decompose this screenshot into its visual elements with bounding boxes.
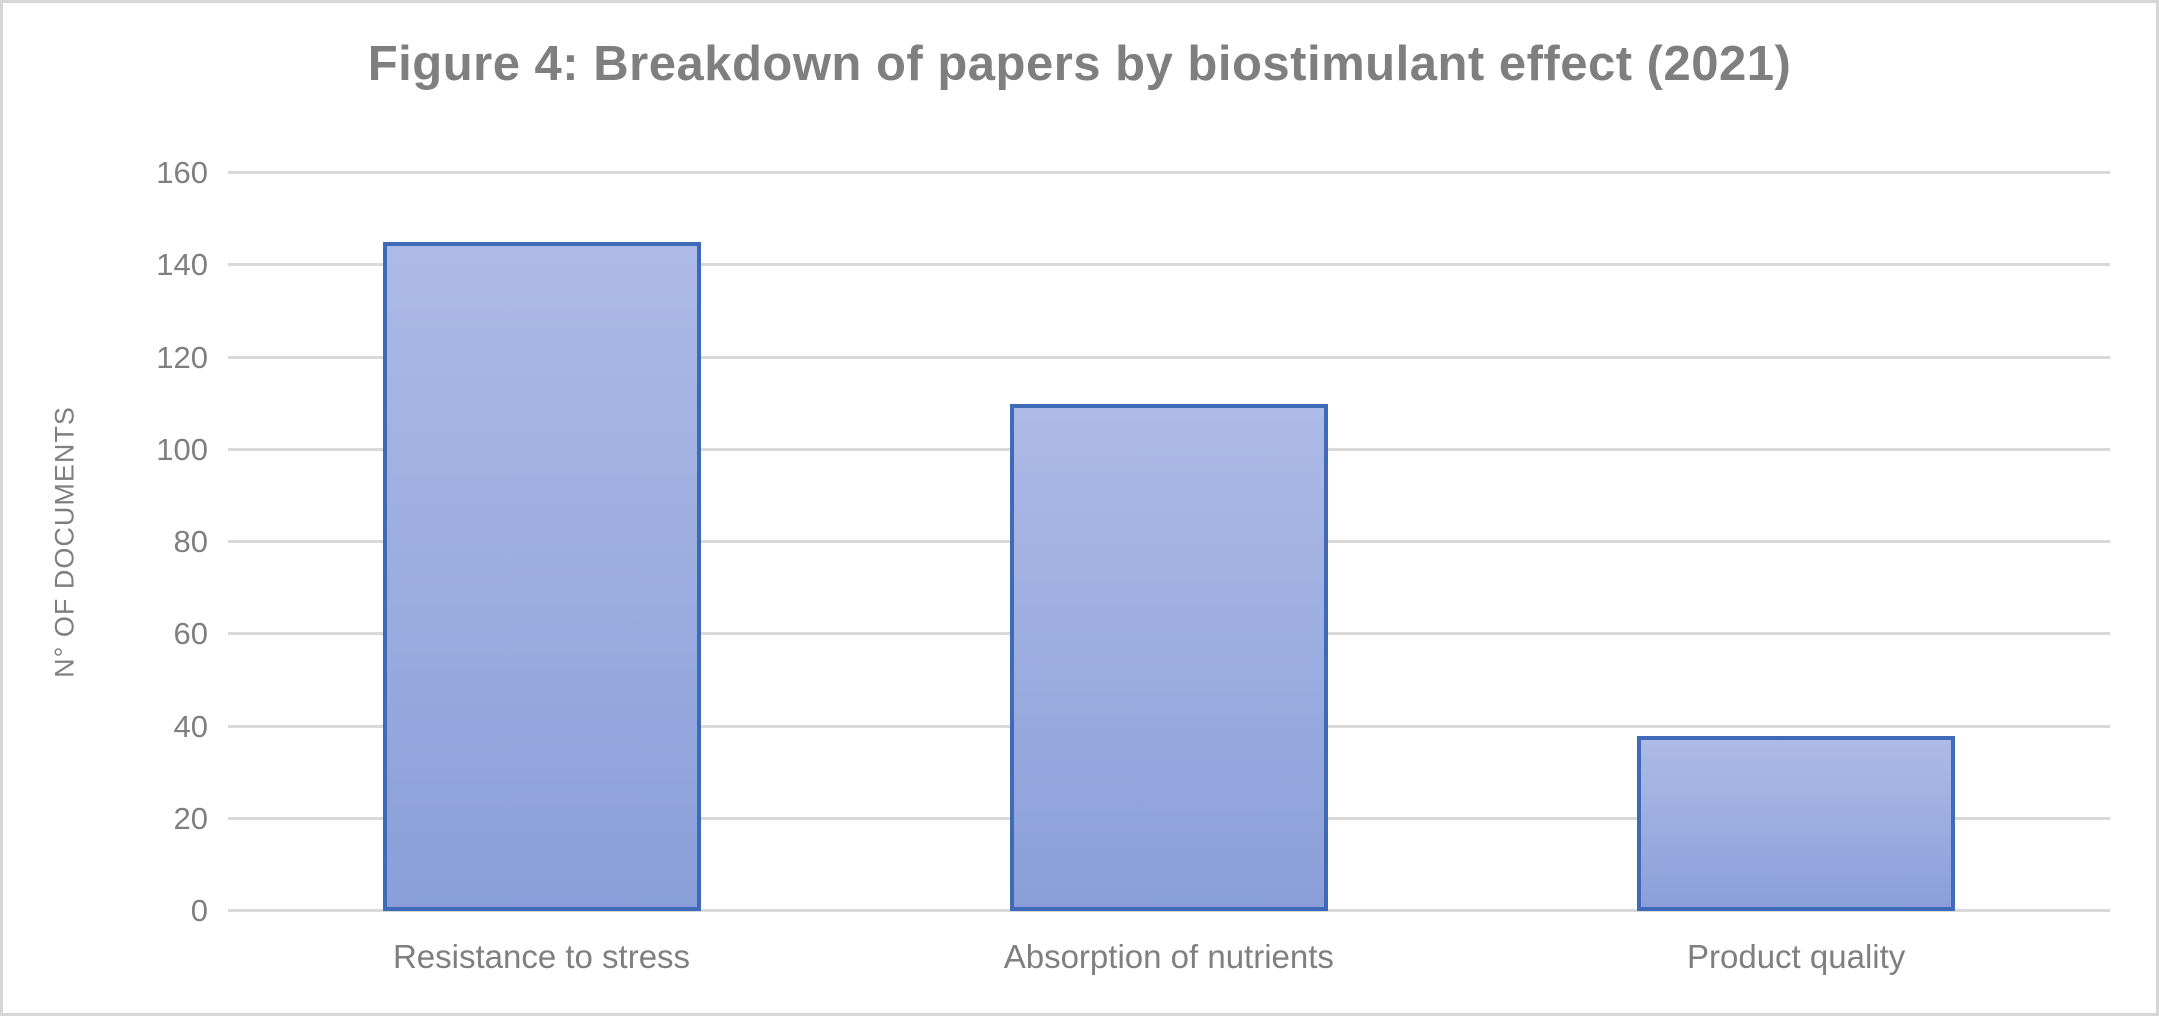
y-tick-label-100: 100 [156,431,208,467]
y-tick-label-120: 120 [156,339,208,375]
bar-product-quality [1637,735,1956,911]
gridline-y-120 [228,355,2110,359]
y-axis-title-text: N° OF DOCUMENTS [49,406,80,678]
bar-resistance-to-stress [382,242,701,911]
y-tick-label-160: 160 [156,155,208,190]
plot-area [228,171,2110,912]
x-category-label-3: Product quality [1687,938,1906,975]
y-tick-label-140: 140 [156,247,208,283]
y-tick-label-0: 0 [190,893,208,928]
x-category-label-2: Absorption of nutrients [1003,938,1334,975]
bar-absorption-of-nutrients [1009,403,1329,911]
y-tick-label-20: 20 [173,800,208,836]
gridline-y-140 [228,263,2110,267]
y-tick-label-40: 40 [173,708,208,744]
y-tick-label-60: 60 [173,616,208,652]
y-tick-label-80: 80 [173,524,208,559]
gridline-y-160 [228,171,2110,174]
x-category-label-1: Resistance to stress [392,938,691,975]
chart-title: Figure 4: Breakdown of papers by biostim… [367,37,1792,91]
